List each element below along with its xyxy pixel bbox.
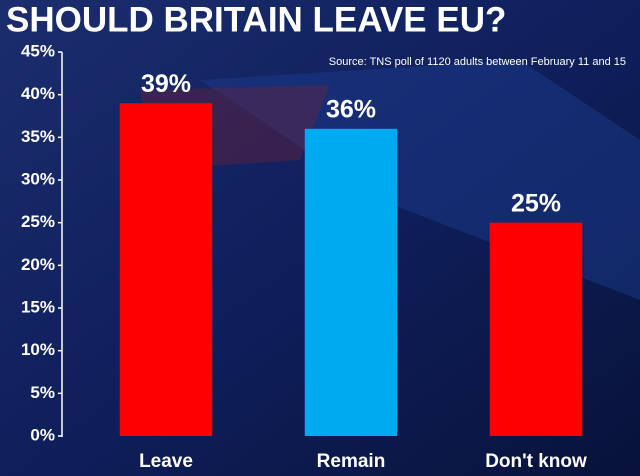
- x-tick-label: Leave: [139, 451, 193, 472]
- bar: [119, 103, 213, 436]
- y-tick-label: 10%: [21, 340, 55, 359]
- source-note: Source: TNS poll of 1120 adults between …: [329, 56, 626, 68]
- value-label: 25%: [511, 189, 561, 217]
- y-tick-label: 35%: [21, 127, 55, 146]
- bar: [489, 222, 583, 436]
- value-label: 39%: [141, 70, 191, 98]
- y-tick-label: 20%: [21, 255, 55, 274]
- chart-title: SHOULD BRITAIN LEAVE EU?: [6, 0, 506, 39]
- y-tick-label: 40%: [21, 84, 55, 103]
- y-tick-label: 45%: [21, 41, 55, 60]
- bar: [304, 128, 398, 437]
- y-tick-label: 0%: [30, 425, 55, 444]
- y-tick-label: 25%: [21, 212, 55, 231]
- x-tick-label: Remain: [317, 451, 386, 472]
- y-tick-label: 30%: [21, 169, 55, 188]
- value-label: 36%: [326, 95, 376, 123]
- y-tick-label: 5%: [30, 383, 55, 402]
- x-tick-label: Don't know: [485, 451, 587, 472]
- y-tick-label: 15%: [21, 297, 55, 316]
